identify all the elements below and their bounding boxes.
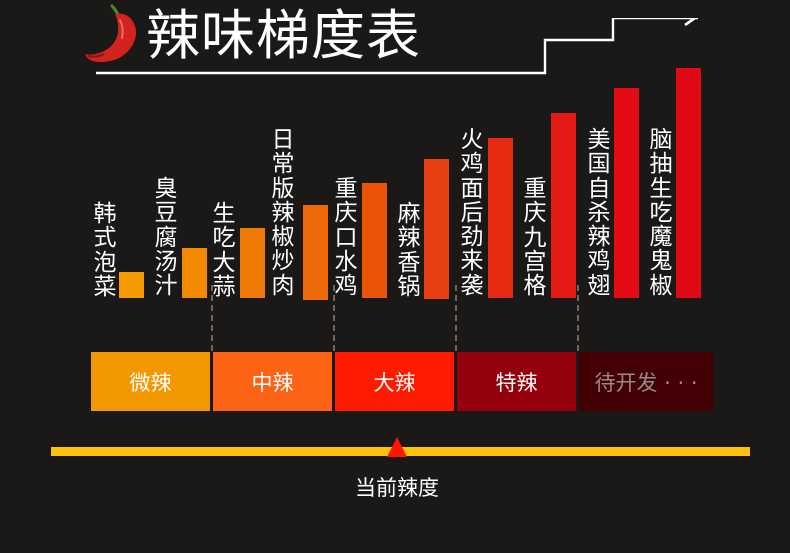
bar-label: 火鸡面后劲来袭 <box>460 127 484 299</box>
current-level-label: 当前辣度 <box>355 476 439 500</box>
stair-arrow-icon <box>96 18 698 75</box>
level-divider <box>333 285 335 351</box>
current-level-pointer-icon <box>387 437 407 457</box>
spice-level-segment: 中辣 <box>213 352 332 411</box>
level-divider <box>455 285 457 351</box>
chart-bar <box>676 68 701 298</box>
bar-label: 脑抽生吃魔鬼椒 <box>649 127 673 299</box>
spice-level-segment: 大辣 <box>335 352 454 411</box>
chart-bar <box>614 88 639 298</box>
level-divider <box>211 285 213 351</box>
bar-label: 重庆九宫格 <box>523 176 547 300</box>
chili-pepper-icon <box>85 4 136 63</box>
bar-label: 日常版辣椒炒肉 <box>271 127 295 299</box>
spice-level-segment: 特辣 <box>457 352 576 411</box>
chart-bar <box>362 183 387 298</box>
bar-label: 麻辣香锅 <box>397 201 421 300</box>
level-divider <box>577 285 579 351</box>
chart-bar <box>424 159 449 299</box>
chart-bar <box>182 248 207 298</box>
bar-label: 重庆口水鸡 <box>334 176 358 300</box>
chart-bar <box>488 138 513 298</box>
spice-level-segment: 微辣 <box>91 352 210 411</box>
bar-label: 美国自杀辣鸡翅 <box>587 127 611 299</box>
bar-label: 韩式泡菜 <box>93 201 117 300</box>
chart-bar <box>551 113 576 298</box>
chart-bar <box>240 228 265 298</box>
chart-bar <box>119 272 144 298</box>
bar-label: 臭豆腐汤汁 <box>154 176 178 300</box>
bar-label: 生吃大蒜 <box>212 201 236 300</box>
spice-level-segment: 待开发 · · · <box>579 352 713 411</box>
chart-bar <box>303 205 328 300</box>
page-title: 辣味梯度表 <box>146 4 421 67</box>
